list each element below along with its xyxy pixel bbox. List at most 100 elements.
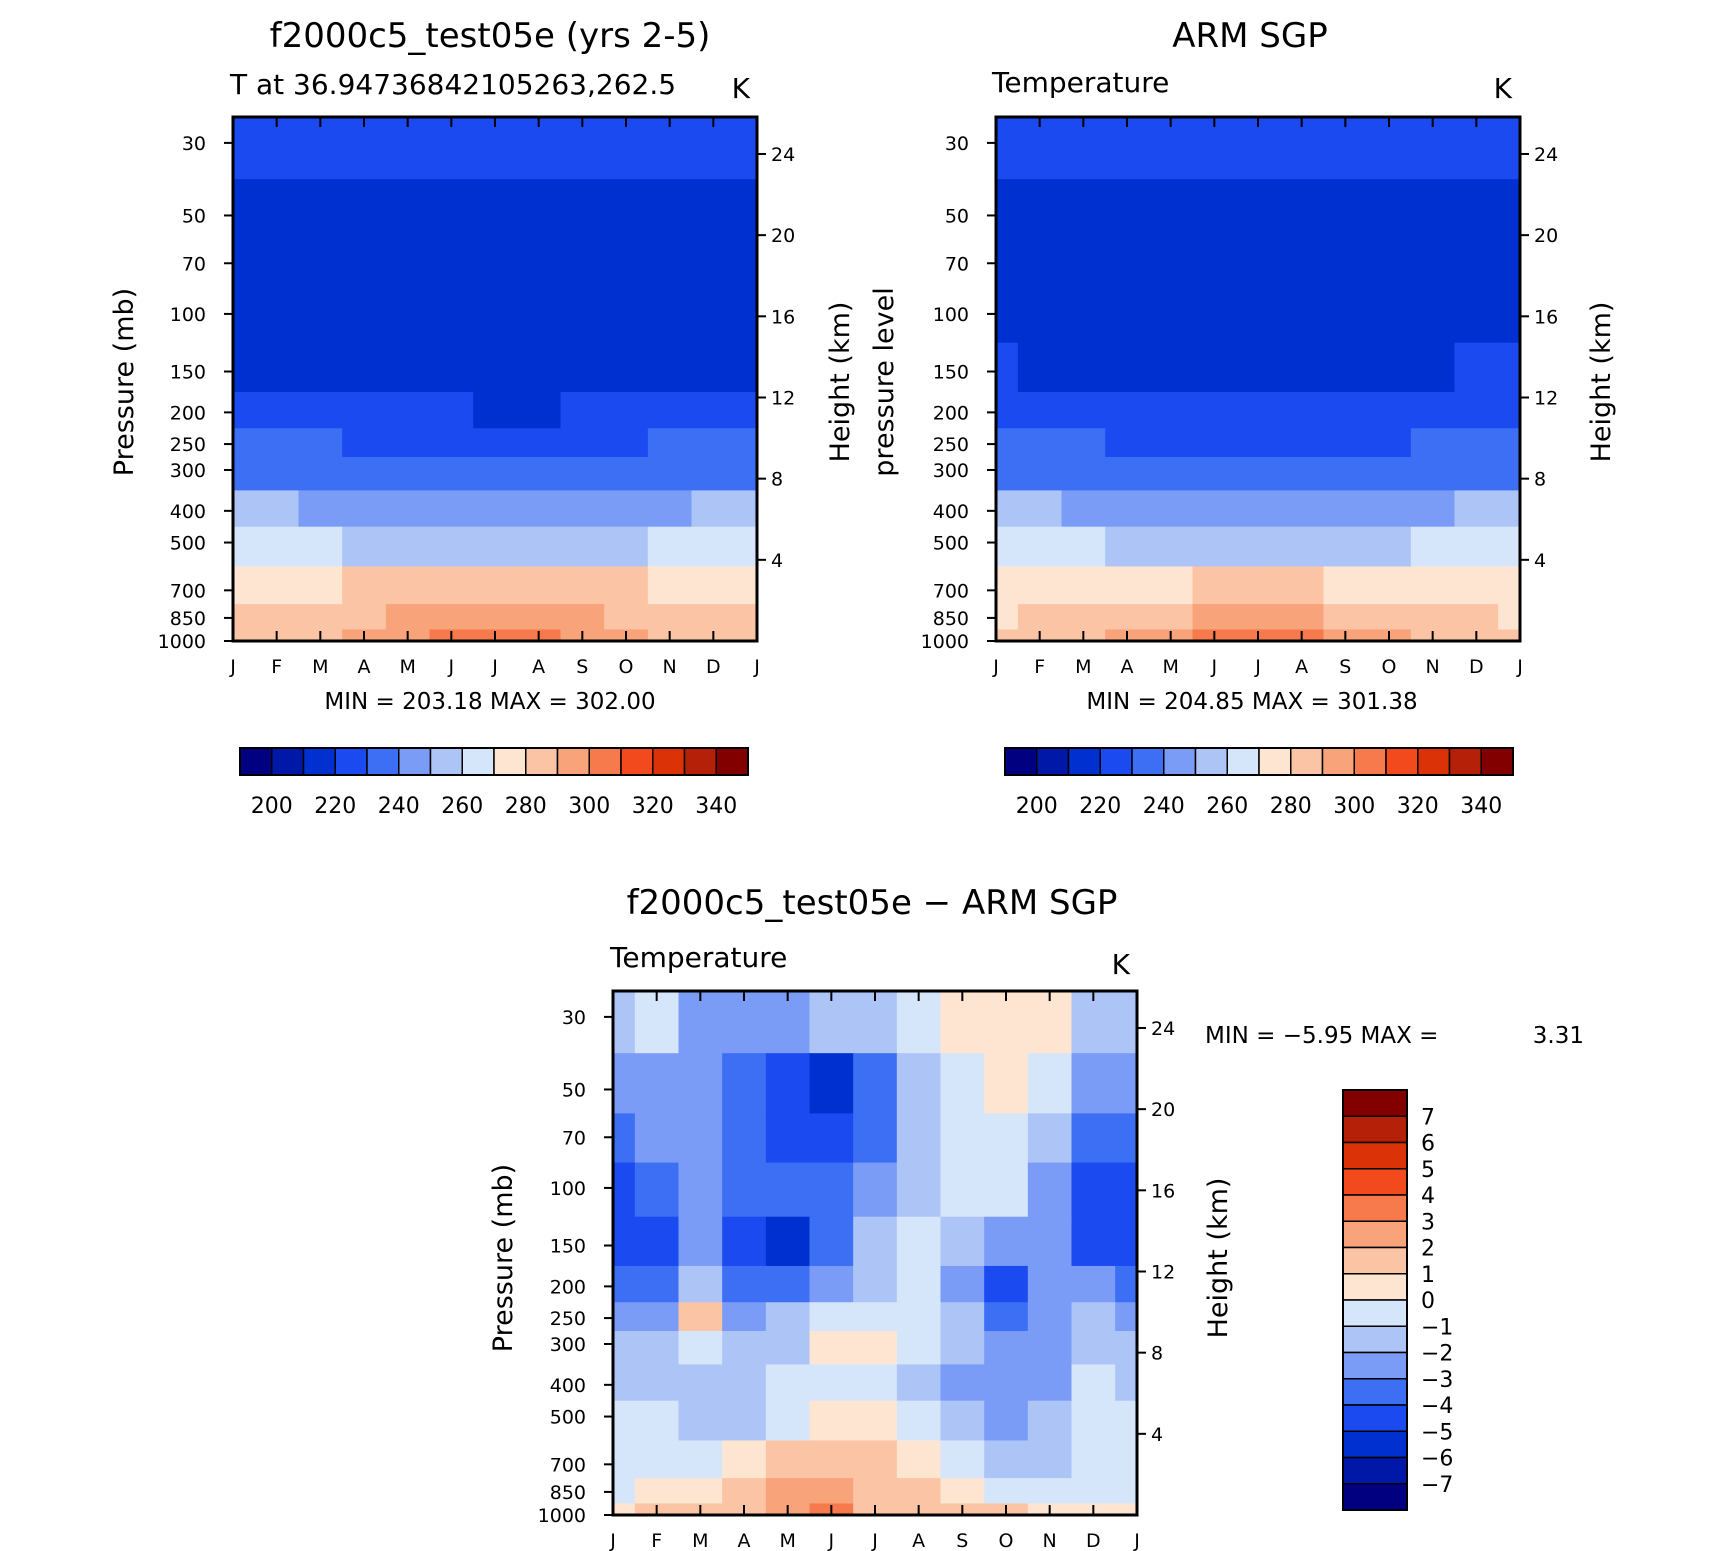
contour-cell <box>896 1478 942 1505</box>
contour-cell <box>1367 428 1412 458</box>
contour-cell <box>254 566 300 605</box>
contour-cell <box>1027 1478 1073 1505</box>
contour-cell <box>1061 117 1106 180</box>
x-tick-label: J <box>229 656 236 678</box>
contour-cell <box>984 1113 1029 1164</box>
colorbar-swatch <box>1342 1351 1408 1380</box>
contour-cell <box>1498 457 1521 492</box>
contour-cell <box>1410 342 1456 393</box>
contour-cell <box>1061 457 1106 492</box>
panel-diff: f2000c5_test05e − ARM SGP Temperature K … <box>488 883 1584 1551</box>
contour-cell <box>765 1162 811 1218</box>
contour-cell <box>996 342 1019 393</box>
contour-cell <box>996 604 1019 631</box>
contour-cell <box>1071 1331 1116 1366</box>
contour-cell <box>735 117 758 180</box>
contour-cell <box>473 604 518 631</box>
y-tick-label: 700 <box>933 580 969 602</box>
y2-tick-label: 24 <box>1534 144 1558 166</box>
contour-cell <box>853 991 898 1054</box>
x-tick-label: A <box>358 656 371 678</box>
contour-cell <box>1279 179 1325 240</box>
contour-cell <box>473 391 518 429</box>
contour-cell <box>634 1440 680 1479</box>
colorbar-swatch <box>1417 747 1451 776</box>
contour-cell <box>1061 428 1106 458</box>
contour-cell <box>560 117 605 180</box>
contour-cell <box>254 239 300 290</box>
colorbar-swatch <box>1353 747 1387 776</box>
contour-cell <box>735 179 758 240</box>
contour-cell <box>560 566 605 605</box>
y-tick-label: 500 <box>550 1407 586 1429</box>
contour-cell <box>516 179 562 240</box>
colorbar-frame <box>1342 1089 1408 1511</box>
y-tick-label: 100 <box>170 304 206 326</box>
contour-cell <box>1027 1331 1073 1366</box>
contour-cell <box>940 1113 985 1164</box>
panel-left-label: T at 36.94736842105263,262.5 <box>229 68 676 101</box>
contour-cell <box>984 1331 1029 1366</box>
contour-cell <box>1323 117 1368 180</box>
contour-cell <box>634 1302 680 1332</box>
y-tick-label: 400 <box>933 501 969 523</box>
contour-cell <box>853 1331 898 1366</box>
colorbar-obs: 200 220 240 260 280 300 320 340 <box>1004 747 1514 819</box>
y-tick-label: 1000 <box>921 631 969 653</box>
colorbar-swatch <box>1342 1246 1408 1275</box>
y-tick-label: 150 <box>933 362 969 384</box>
y-tick-label: 50 <box>182 205 206 227</box>
panel-units-label: K <box>1494 72 1513 105</box>
contour-cell <box>996 566 1019 605</box>
contour-cell <box>634 1400 680 1442</box>
colorbar-label: 320 <box>632 794 674 819</box>
contour-cell <box>1367 391 1412 429</box>
contour-cell <box>1498 391 1521 429</box>
contour-cell <box>1071 1440 1116 1479</box>
contour-cell <box>429 566 474 605</box>
contour-cell <box>896 1400 942 1442</box>
contour-cell <box>765 1440 811 1479</box>
contour-cell <box>1323 526 1368 568</box>
colorbar-label: 240 <box>378 794 420 819</box>
colorbar-label: 320 <box>1397 794 1439 819</box>
y2-tick-label: 8 <box>1151 1343 1163 1365</box>
contour-cell <box>298 239 343 290</box>
contour-cell <box>765 1302 811 1332</box>
contour-cell <box>1061 288 1106 344</box>
contour-cell <box>473 239 518 290</box>
contour-cell <box>1115 1053 1138 1114</box>
contour-cell <box>385 288 431 344</box>
contour-cell <box>613 1400 636 1442</box>
contour-cell <box>940 1216 985 1267</box>
contour-cell <box>1279 604 1325 631</box>
colorbar-label: −1 <box>1421 1315 1453 1340</box>
colorbar-swatch <box>1036 747 1070 776</box>
colorbar-swatch <box>1342 1430 1408 1459</box>
colorbar-label: 220 <box>1079 794 1121 819</box>
y2-tick-label: 24 <box>1151 1018 1175 1040</box>
contour-cell <box>996 457 1019 492</box>
contour-cell <box>560 428 605 458</box>
y2-tick-label: 16 <box>1534 306 1558 328</box>
contour-cell <box>560 239 605 290</box>
contour-cell <box>1323 428 1368 458</box>
contour-cell <box>233 526 256 568</box>
contour-cell <box>1498 604 1521 631</box>
contour-cell <box>613 1216 636 1267</box>
contour-cell <box>1027 1113 1073 1164</box>
contour-cell <box>984 1478 1029 1505</box>
contour-cell <box>254 342 300 393</box>
contour-cell <box>691 566 736 605</box>
min-max-label: MIN = 203.18 MAX = 302.00 <box>324 689 655 715</box>
colorbar-label: 2 <box>1421 1237 1435 1262</box>
contour-cell <box>1115 1302 1138 1332</box>
y2-tick-label: 20 <box>1151 1099 1175 1121</box>
contour-cell <box>996 288 1019 344</box>
contour-cell <box>342 239 387 290</box>
contour-cell <box>647 117 693 180</box>
contour-cell <box>1454 117 1499 180</box>
contour-cell <box>254 288 300 344</box>
contour-cell <box>1367 239 1412 290</box>
